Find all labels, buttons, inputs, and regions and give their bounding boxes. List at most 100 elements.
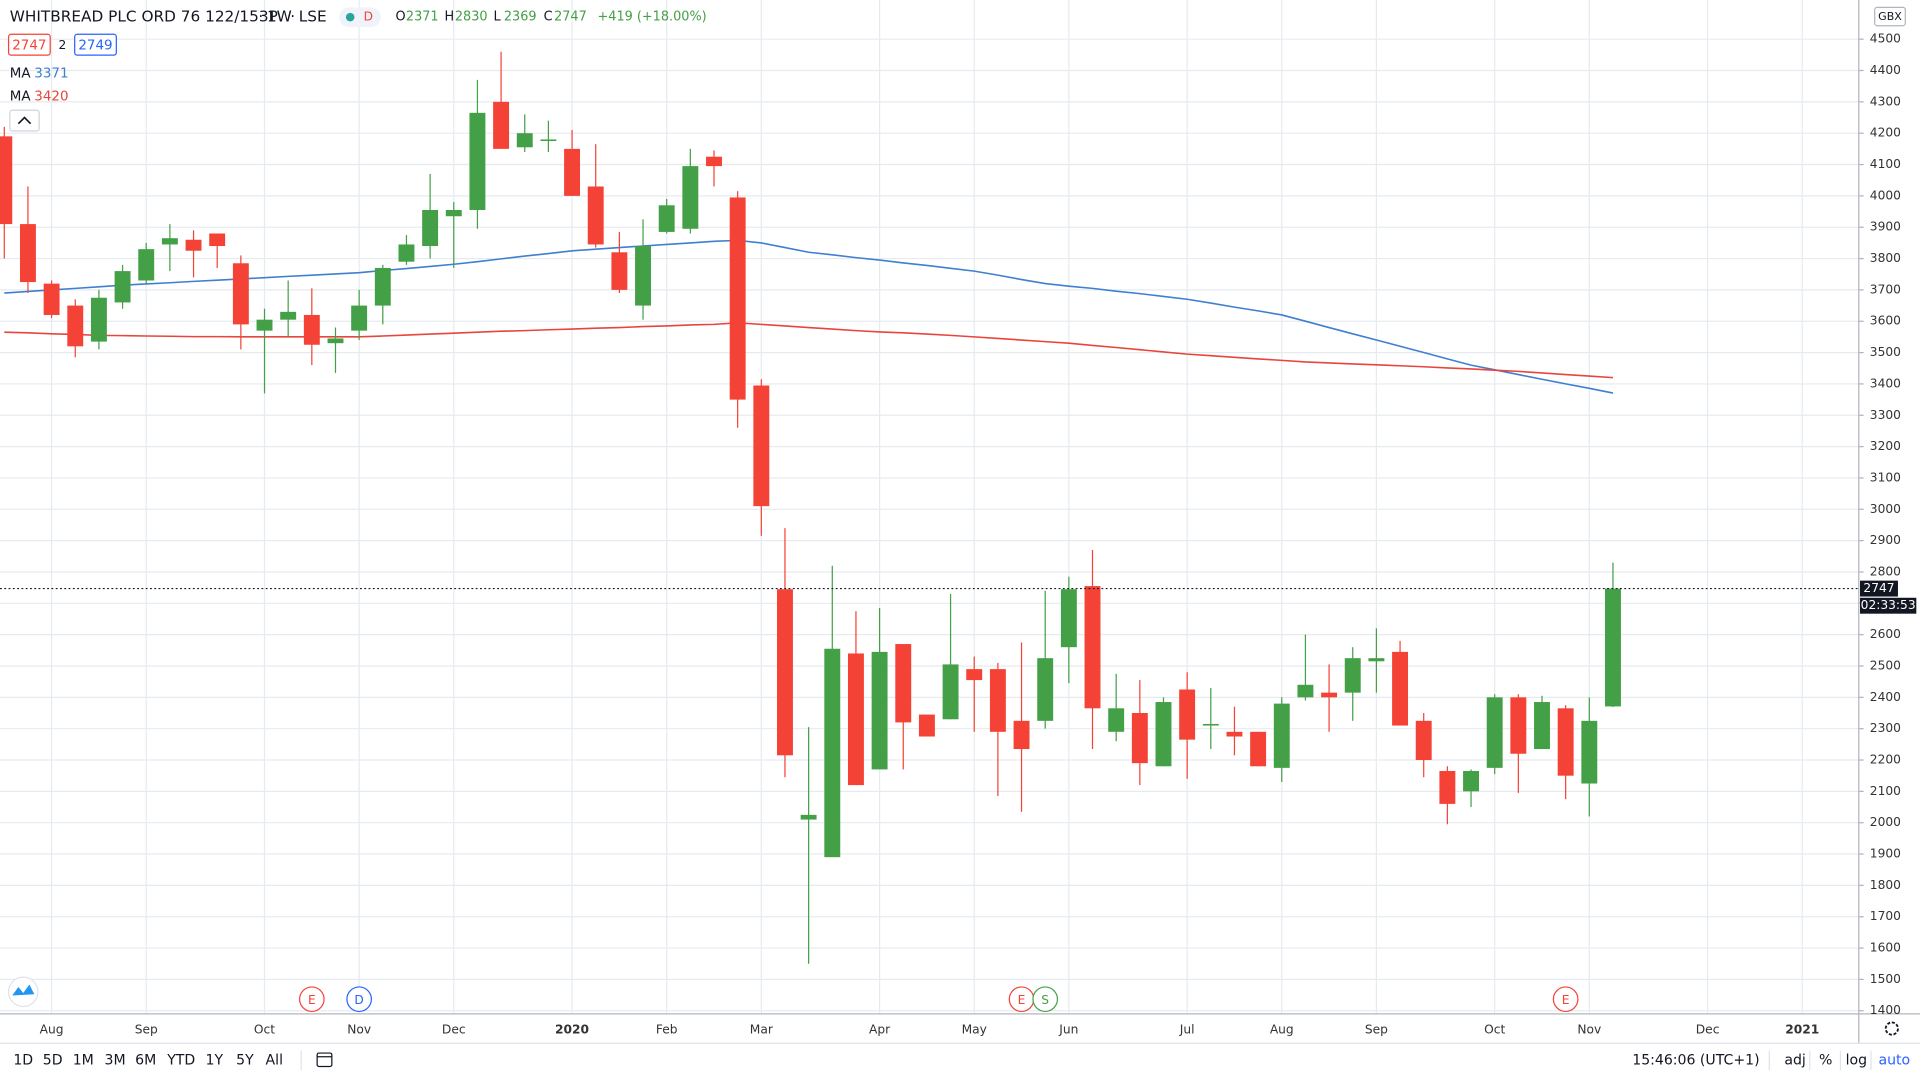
candle-body bbox=[989, 669, 1006, 732]
y-tick-label: 1400 bbox=[1870, 1003, 1901, 1017]
ask-box[interactable] bbox=[74, 33, 117, 56]
candle-body bbox=[1155, 702, 1172, 767]
candle-body bbox=[1273, 703, 1290, 768]
range-button[interactable]: YTD bbox=[166, 1052, 195, 1068]
bid: 2747 bbox=[12, 38, 46, 53]
range-button[interactable]: 3M bbox=[105, 1052, 126, 1068]
candle-body bbox=[445, 209, 462, 217]
y-tick-label: 1800 bbox=[1870, 878, 1901, 892]
y-tick-label: 3500 bbox=[1870, 345, 1901, 359]
candle-body bbox=[1510, 697, 1527, 754]
y-tick-label: 3000 bbox=[1870, 502, 1901, 516]
candle-body bbox=[871, 651, 888, 770]
currency-box[interactable] bbox=[1874, 6, 1906, 27]
candle-body bbox=[918, 714, 935, 737]
candle-body bbox=[1037, 658, 1054, 721]
event-label: E bbox=[1562, 993, 1570, 1007]
candle-body bbox=[1392, 651, 1409, 726]
y-tick-label: 2900 bbox=[1870, 533, 1901, 547]
badge: D bbox=[364, 10, 373, 24]
candle-body bbox=[540, 139, 557, 142]
status-pill[interactable] bbox=[339, 7, 381, 27]
candle-body bbox=[942, 664, 959, 720]
event-marker[interactable] bbox=[298, 986, 325, 1013]
range-button[interactable]: 1Y bbox=[206, 1052, 224, 1068]
last-price-label: 2747 bbox=[1863, 581, 1894, 595]
candle-body bbox=[777, 589, 793, 756]
plot bbox=[0, 51, 1859, 964]
candle-body bbox=[1013, 720, 1030, 750]
range-button[interactable]: 5D bbox=[43, 1052, 63, 1068]
event-marker[interactable] bbox=[1032, 986, 1059, 1013]
candle-body bbox=[1368, 658, 1385, 662]
candle-body bbox=[43, 283, 60, 315]
ask: 2749 bbox=[78, 38, 112, 53]
candle-body bbox=[1463, 770, 1479, 792]
candle-body bbox=[114, 271, 131, 303]
legend-key: L bbox=[493, 10, 501, 25]
interval: 1W bbox=[267, 8, 292, 26]
candle-body bbox=[0, 136, 13, 225]
x-tick-label: 2020 bbox=[555, 1022, 589, 1036]
legend-key: H bbox=[444, 10, 454, 25]
collapse-button[interactable] bbox=[9, 109, 40, 132]
candle-body bbox=[1534, 702, 1550, 750]
range-button[interactable]: 5Y bbox=[236, 1052, 254, 1068]
clock[interactable]: 15:46:06 (UTC+1) bbox=[1632, 1052, 1759, 1068]
y-tick-label: 3300 bbox=[1870, 408, 1901, 422]
y-tick-label: 1700 bbox=[1870, 909, 1901, 923]
x-tick-label: Sep bbox=[135, 1022, 158, 1036]
candle-body bbox=[1084, 586, 1101, 709]
candle-body bbox=[90, 297, 107, 342]
candle-body bbox=[327, 338, 344, 344]
change: +419 (+18.00%) bbox=[598, 10, 707, 25]
y-tick-label: 4300 bbox=[1870, 94, 1901, 108]
x-tick-label: Aug bbox=[1270, 1022, 1294, 1036]
event-marker[interactable] bbox=[1552, 986, 1579, 1013]
settings-icon[interactable] bbox=[1884, 1021, 1899, 1036]
x-tick-label: 2021 bbox=[1785, 1022, 1819, 1036]
y-tick-label: 1500 bbox=[1870, 972, 1901, 986]
option-button[interactable]: % bbox=[1819, 1052, 1832, 1068]
y-tick-label: 2300 bbox=[1870, 721, 1901, 735]
y-tick-label: 2800 bbox=[1870, 564, 1901, 578]
ohlc-legend: O 2371 H 2830 L 2369 C 2747 bbox=[396, 10, 587, 25]
option-button[interactable]: log bbox=[1846, 1052, 1867, 1068]
candle-body bbox=[1297, 684, 1314, 698]
event-label: D bbox=[354, 993, 363, 1007]
legend-key: O bbox=[396, 10, 406, 25]
countdown: 02:33:53 bbox=[1861, 598, 1916, 612]
range-button[interactable]: 1D bbox=[13, 1052, 33, 1068]
candle-body bbox=[1250, 731, 1267, 767]
candle-body bbox=[185, 239, 202, 251]
bid-box[interactable] bbox=[7, 33, 51, 56]
y-tick-label: 4200 bbox=[1870, 126, 1901, 140]
option-button[interactable]: adj bbox=[1784, 1052, 1805, 1068]
candle-body bbox=[1415, 720, 1432, 761]
candle-body bbox=[564, 148, 581, 196]
candle-body bbox=[469, 112, 486, 210]
x-tick-label: Oct bbox=[1484, 1022, 1505, 1036]
date-range-icon[interactable] bbox=[316, 1052, 333, 1068]
logo-bg[interactable] bbox=[7, 976, 39, 1008]
candle-body bbox=[1439, 770, 1456, 804]
candle-body bbox=[847, 653, 864, 786]
y-tick-label: 3100 bbox=[1870, 470, 1901, 484]
y-tick-label: 2500 bbox=[1870, 658, 1901, 672]
option-button[interactable]: auto bbox=[1878, 1052, 1910, 1068]
range-button[interactable]: All bbox=[266, 1052, 283, 1068]
countdown-box bbox=[1860, 597, 1917, 614]
range-button[interactable]: 1M bbox=[73, 1052, 94, 1068]
x-tick-label: Oct bbox=[254, 1022, 275, 1036]
indicator-value: 3371 bbox=[34, 66, 68, 81]
currency: GBX bbox=[1878, 10, 1902, 23]
x-tick-label: Aug bbox=[40, 1022, 64, 1036]
range-button[interactable]: 6M bbox=[135, 1052, 156, 1068]
candle-body bbox=[635, 246, 651, 306]
candle-body bbox=[1226, 731, 1243, 737]
candle-body bbox=[161, 238, 178, 245]
candle-body bbox=[1321, 692, 1338, 698]
event-marker[interactable] bbox=[346, 986, 372, 1013]
candle-body bbox=[303, 314, 320, 345]
